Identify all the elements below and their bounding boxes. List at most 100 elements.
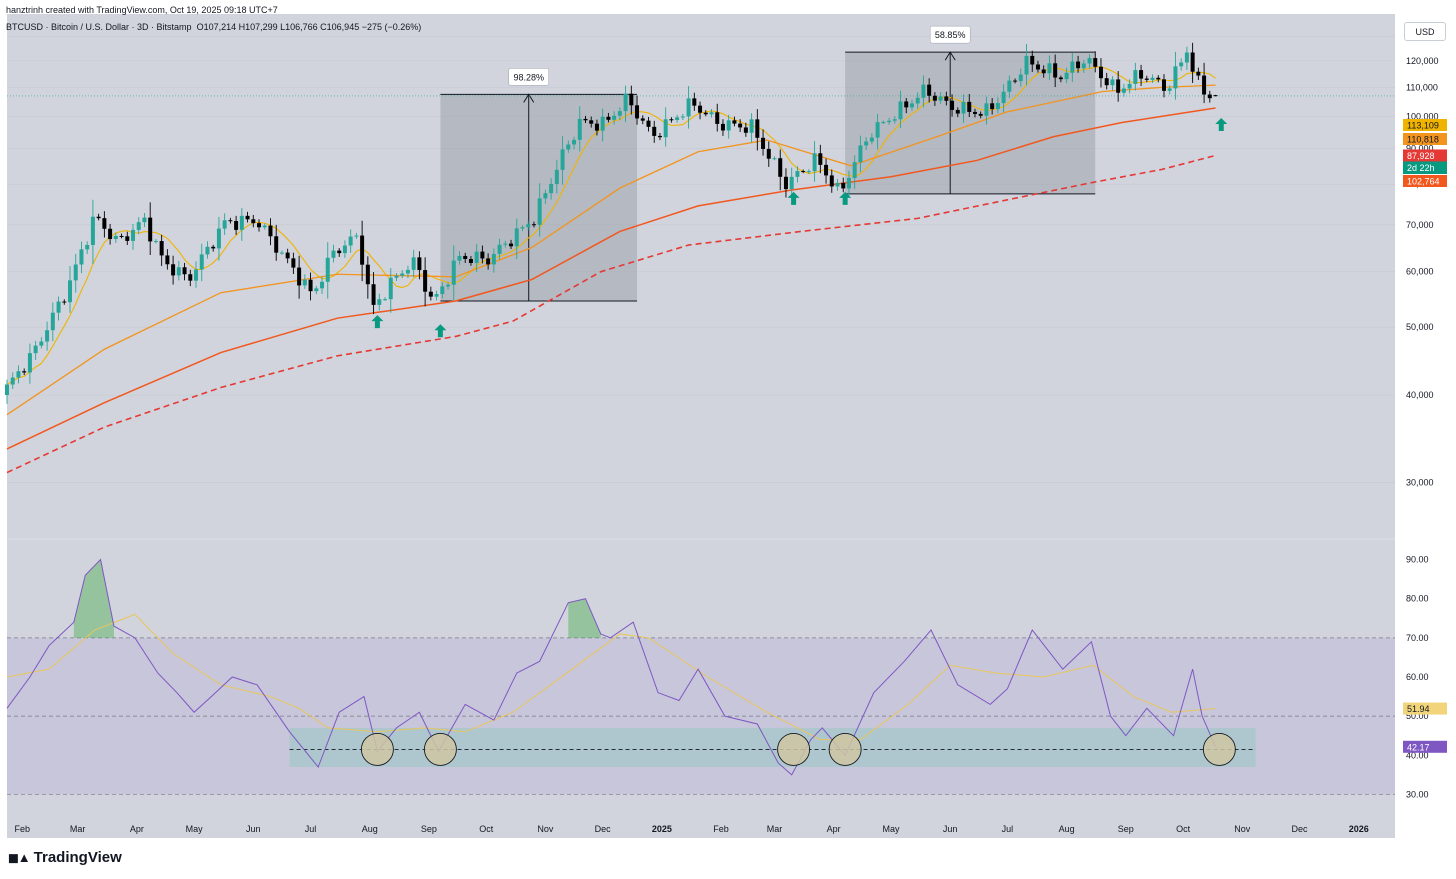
- candle: [297, 267, 302, 286]
- ma-long-line: [6, 154, 1216, 474]
- candle: [491, 253, 496, 265]
- ma-long-value-tag: 87,928: [1407, 151, 1435, 161]
- candle: [85, 244, 90, 250]
- candle: [549, 184, 554, 194]
- candle: [1184, 52, 1189, 63]
- candle: [881, 122, 886, 124]
- candle: [446, 284, 451, 287]
- candle: [1064, 72, 1069, 80]
- up-arrow-icon: [371, 315, 384, 329]
- candle: [858, 145, 863, 163]
- candle: [188, 274, 193, 281]
- candle: [1081, 63, 1086, 69]
- candle: [377, 299, 382, 305]
- candle: [1001, 91, 1006, 104]
- candle: [331, 250, 336, 258]
- candle: [738, 123, 743, 128]
- rsi-ma-line: [6, 613, 1216, 741]
- measure-arrow-head: [944, 51, 956, 61]
- ohlc-readout: O107,214 H107,299 L106,766 C106,945 −275…: [196, 22, 422, 32]
- candle: [314, 288, 319, 292]
- price-pane: [7, 14, 1395, 538]
- candle: [10, 377, 15, 385]
- candle: [623, 93, 628, 112]
- candle: [383, 299, 388, 301]
- candle: [789, 176, 794, 190]
- candle: [766, 148, 771, 159]
- candle: [68, 280, 73, 303]
- candle: [829, 175, 834, 187]
- candle: [938, 96, 943, 101]
- candle: [887, 120, 892, 123]
- candle: [159, 241, 164, 256]
- up-arrow-icon: [787, 191, 800, 205]
- up-arrow-icon: [434, 324, 447, 338]
- ma-mid-value-tag-bg: [1403, 133, 1447, 145]
- candle: [646, 120, 651, 127]
- candle: [577, 118, 582, 140]
- rsi-low-circle: [423, 732, 457, 766]
- candle: [486, 258, 491, 265]
- candle: [56, 301, 61, 313]
- candle: [279, 252, 284, 254]
- candle: [600, 116, 605, 131]
- candle: [354, 235, 359, 237]
- candle: [1035, 64, 1040, 70]
- time-tick-label: May: [882, 824, 900, 834]
- time-tick-label: Apr: [827, 824, 841, 834]
- rsi-tick-label: 50.00: [1406, 711, 1429, 721]
- rsi-value-tag-bg: [1403, 740, 1447, 753]
- candle: [320, 281, 325, 289]
- candle: [635, 105, 640, 119]
- rsi-tick-label: 90.00: [1406, 555, 1429, 565]
- time-tick-label: Jul: [305, 824, 317, 834]
- candle: [1104, 78, 1109, 86]
- rsi-value-tag: 42.17: [1407, 742, 1430, 752]
- currency-button[interactable]: USD: [1404, 22, 1446, 41]
- candle: [1179, 62, 1184, 67]
- candle: [102, 218, 107, 229]
- candle: [302, 279, 307, 286]
- candle: [566, 144, 571, 150]
- candle: [239, 215, 244, 230]
- candle: [1087, 58, 1092, 64]
- candle: [1190, 52, 1195, 72]
- measure-arrow-head: [523, 93, 535, 103]
- candle: [961, 101, 966, 114]
- candle: [5, 384, 9, 396]
- candle: [841, 182, 846, 189]
- ma-mid-value-tag: 110,818: [1407, 135, 1439, 145]
- candle: [686, 98, 691, 117]
- rsi-low-circle: [828, 732, 862, 766]
- candle: [1018, 74, 1023, 82]
- candle: [692, 98, 697, 106]
- candle: [927, 84, 932, 96]
- rsi-tick-label: 60.00: [1406, 672, 1429, 682]
- candle: [514, 228, 519, 247]
- candle: [417, 257, 422, 271]
- candle: [778, 158, 783, 177]
- price-tick-label: 70,000: [1406, 220, 1434, 230]
- time-tick-label: Jun: [246, 824, 261, 834]
- time-tick-label: May: [186, 824, 204, 834]
- rsi-ma-value-tag: 51.94: [1407, 704, 1430, 714]
- price-tick-label: 50,000: [1406, 322, 1434, 332]
- candle: [698, 105, 703, 113]
- candle: [1041, 69, 1046, 74]
- candle: [136, 222, 141, 230]
- tradingview-brand[interactable]: ◼▲ TradingView: [8, 849, 122, 866]
- candle: [783, 176, 788, 190]
- candle: [394, 275, 399, 278]
- price-tick-label: 100,000: [1406, 111, 1439, 121]
- candle: [520, 227, 525, 229]
- tradingview-logo-icon: ◼▲: [8, 849, 31, 865]
- candle: [119, 235, 124, 237]
- candle: [79, 249, 84, 265]
- candle: [703, 112, 708, 115]
- candle: [428, 291, 433, 297]
- ma-slow-value-tag: 102,764: [1407, 177, 1440, 187]
- symbol-name[interactable]: BTCUSD · Bitcoin / U.S. Dollar · 3D · Bi…: [6, 22, 192, 32]
- time-tick-label: Mar: [767, 824, 783, 834]
